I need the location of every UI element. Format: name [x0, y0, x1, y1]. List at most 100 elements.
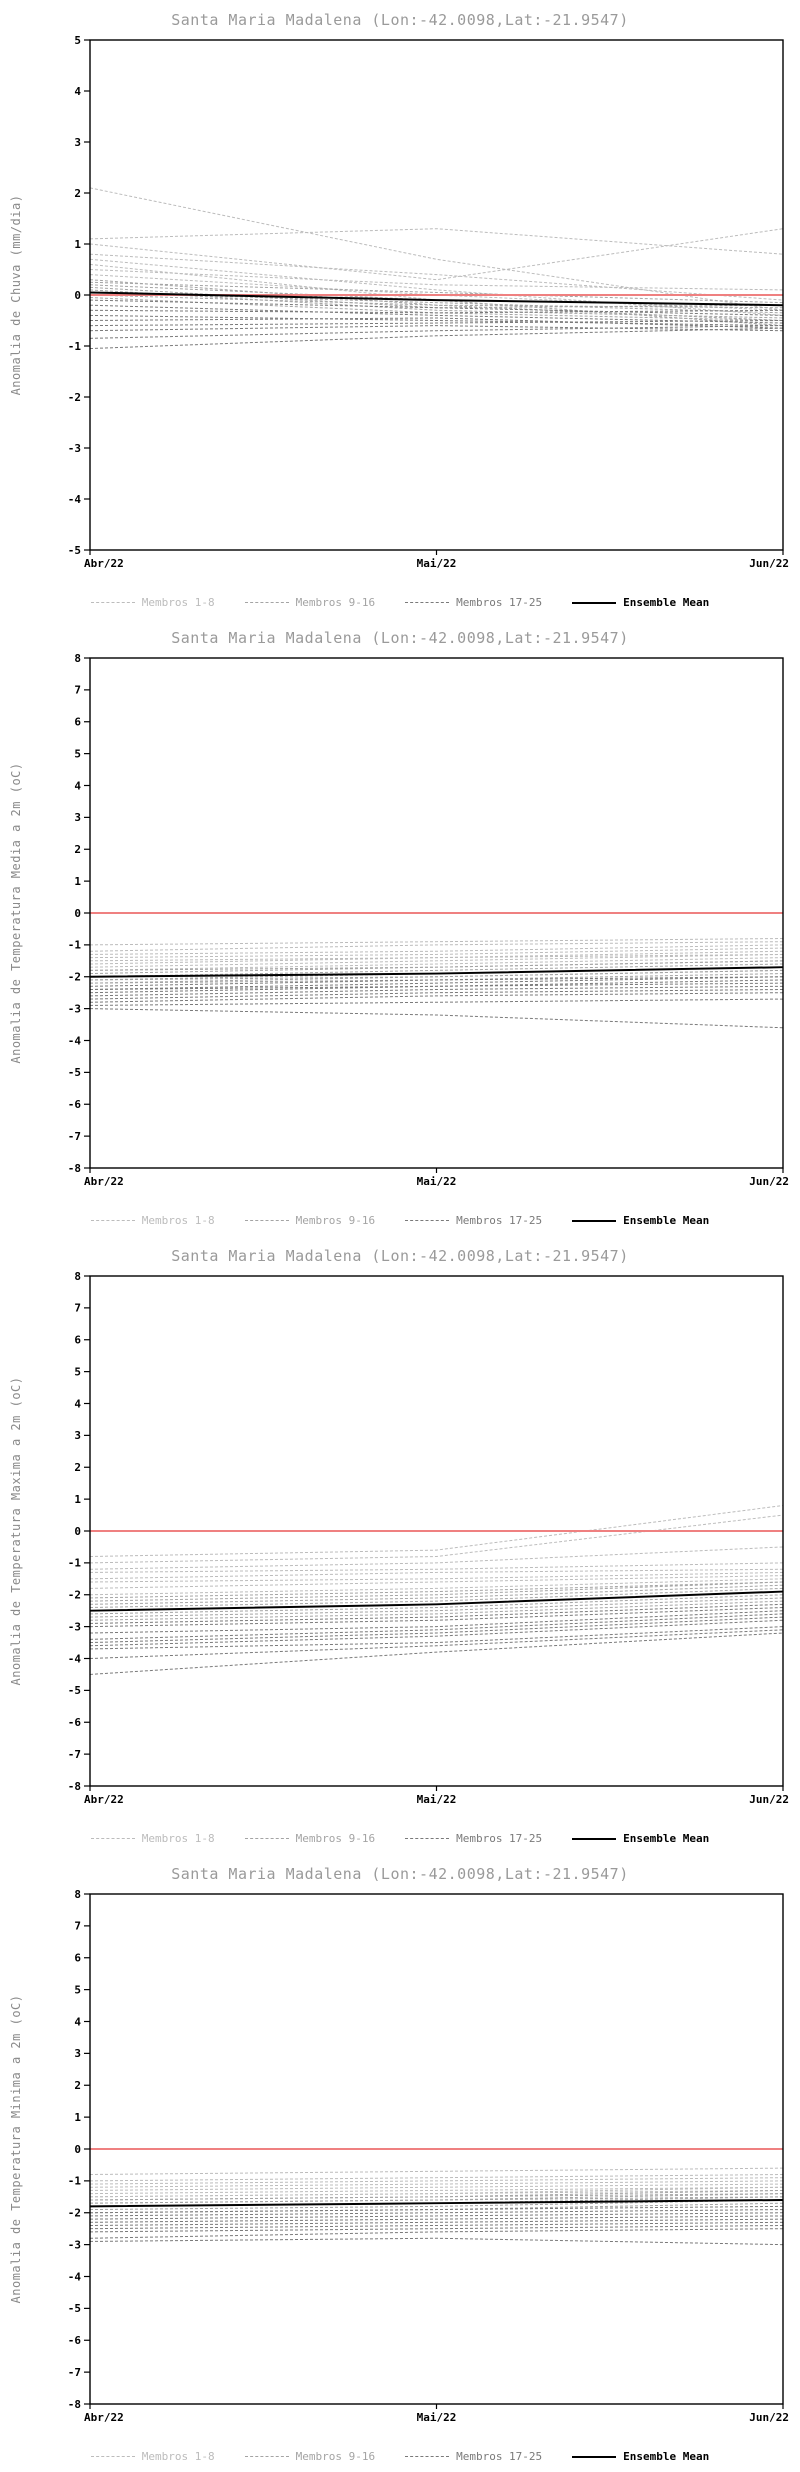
legend-item: Ensemble Mean	[572, 2450, 709, 2463]
member-line	[89, 2186, 784, 2198]
member-line	[89, 1584, 784, 1605]
y-tick-label: 2	[74, 2079, 81, 2092]
y-tick-label: 0	[74, 289, 81, 302]
member-line	[89, 1632, 784, 1675]
y-tick-label: -6	[68, 2334, 82, 2347]
y-tick-label: -4	[68, 493, 82, 506]
ensemble-mean-line	[89, 291, 784, 307]
y-tick-label: -5	[68, 1684, 81, 1697]
x-tick-label: Abr/22	[84, 557, 124, 570]
member-line	[89, 2183, 784, 2191]
member-line	[89, 1587, 784, 1608]
y-tick-label: 6	[74, 716, 81, 729]
member-line	[89, 325, 784, 339]
legend-label: Membros 9-16	[295, 1832, 376, 1845]
y-tick-label: 8	[74, 1270, 81, 1283]
legend-item: Membros 9-16	[244, 596, 375, 609]
legend-line-sample-icon	[90, 2456, 135, 2457]
chart-title: Santa Maria Madalena (Lon:-42.0098,Lat:-…	[171, 1247, 629, 1265]
member-line	[89, 960, 784, 975]
chart-title: Santa Maria Madalena (Lon:-42.0098,Lat:-…	[171, 11, 629, 29]
y-tick-label: 5	[74, 1983, 81, 1996]
y-tick-label: 4	[74, 1397, 81, 1410]
legend-item: Membros 17-25	[405, 1214, 542, 1227]
y-tick-label: 0	[74, 907, 81, 920]
member-line	[89, 304, 784, 324]
member-line	[89, 320, 784, 327]
member-line	[89, 299, 784, 316]
member-line	[89, 1514, 784, 1564]
member-line	[89, 1629, 784, 1659]
member-line	[89, 258, 784, 316]
y-tick-label: 1	[74, 2111, 81, 2124]
member-line	[89, 992, 784, 1003]
y-tick-label: -1	[68, 340, 82, 353]
member-line	[89, 228, 784, 281]
y-axis-label: Anomalia de Temperatura Minima a 2m (oC)	[9, 1995, 23, 2304]
member-line	[89, 1581, 784, 1599]
x-tick-label: Mai/22	[417, 557, 457, 570]
y-tick-label: -3	[68, 2238, 81, 2251]
member-line	[89, 953, 784, 968]
member-line	[89, 228, 784, 255]
y-tick-label: -1	[68, 2175, 82, 2188]
legend-item: Membros 1-8	[90, 2450, 215, 2463]
member-line	[89, 998, 784, 1006]
legend-line-sample-icon	[572, 601, 617, 604]
y-tick-label: -3	[68, 442, 81, 455]
legend-label: Ensemble Mean	[623, 1832, 710, 1845]
x-tick-label: Jun/22	[749, 557, 789, 570]
y-tick-label: -1	[68, 939, 82, 952]
member-line	[89, 947, 784, 959]
legend-line-sample-icon	[244, 1220, 289, 1221]
y-tick-label: -5	[68, 544, 81, 557]
y-tick-label: 5	[74, 34, 81, 47]
member-line	[89, 963, 784, 978]
member-line	[89, 281, 784, 304]
x-tick-label: Abr/22	[84, 1175, 124, 1188]
y-tick-label: -4	[68, 1652, 82, 1665]
y-axis-label: Anomalia de Temperatura Maxima a 2m (oC)	[9, 1377, 23, 1686]
y-tick-label: 7	[74, 684, 81, 697]
member-line	[89, 1610, 784, 1634]
member-line	[89, 2180, 784, 2188]
y-tick-label: 8	[74, 1888, 81, 1901]
member-line	[89, 2199, 784, 2211]
chart-section: Santa Maria Madalena (Lon:-42.0098,Lat:-…	[0, 1854, 800, 2472]
member-line	[89, 1575, 784, 1589]
member-line	[89, 2205, 784, 2214]
x-tick-label: Mai/22	[417, 1175, 457, 1188]
x-tick-label: Jun/22	[749, 1793, 789, 1806]
legend-line-sample-icon	[405, 1220, 450, 1221]
x-tick-label: Mai/22	[417, 1793, 457, 1806]
chart-section: Santa Maria Madalena (Lon:-42.0098,Lat:-…	[0, 0, 800, 618]
legend: Membros 1-8 Membros 9-16 Membros 17-25 Ense…	[0, 2450, 800, 2463]
member-line	[89, 263, 784, 306]
y-tick-label: 1	[74, 238, 81, 251]
y-tick-label: -8	[68, 2398, 81, 2411]
legend-item: Membros 1-8	[90, 1832, 215, 1845]
legend-line-sample-icon	[405, 2456, 450, 2457]
member-line	[89, 1613, 784, 1640]
y-tick-label: 1	[74, 875, 81, 888]
member-line	[89, 1546, 784, 1570]
legend-item: Ensemble Mean	[572, 596, 709, 609]
member-line	[89, 979, 784, 990]
member-line	[89, 2225, 784, 2233]
chart-section: Santa Maria Madalena (Lon:-42.0098,Lat:-…	[0, 618, 800, 1236]
y-tick-label: -2	[68, 391, 81, 404]
y-tick-label: 5	[74, 1365, 81, 1378]
legend-item: Ensemble Mean	[572, 1214, 709, 1227]
legend-item: Membros 1-8	[90, 1214, 215, 1227]
y-tick-label: -3	[68, 1620, 81, 1633]
member-line	[89, 1600, 784, 1621]
y-tick-label: 2	[74, 1461, 81, 1474]
y-tick-label: -4	[68, 2270, 82, 2283]
y-tick-label: 7	[74, 1302, 81, 1315]
member-line	[89, 253, 784, 301]
member-line	[89, 2189, 784, 2198]
legend-label: Membros 1-8	[141, 596, 215, 609]
chart-plot: Anomalia de Chuva (mm/dia) -5 -4 -3 -2 -1 0 1 2 3…	[9, 34, 789, 570]
member-line	[89, 1619, 784, 1647]
legend-line-sample-icon	[244, 1838, 289, 1839]
